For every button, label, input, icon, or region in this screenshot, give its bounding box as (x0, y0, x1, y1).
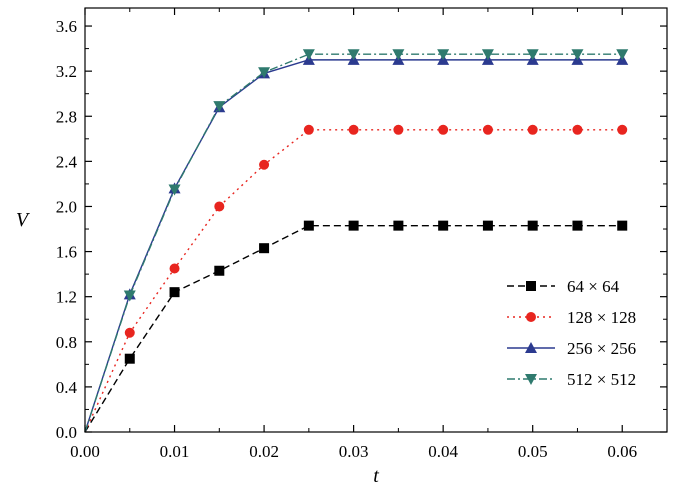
data-point (169, 287, 180, 298)
data-point (258, 67, 271, 79)
x-tick-label: 0.03 (339, 442, 369, 461)
legend: 64 × 64 128 × 128 256 × 256 512 × 512 (507, 277, 636, 389)
data-point (124, 353, 135, 364)
series-1 (84, 220, 628, 433)
y-tick-label: 3.2 (56, 62, 77, 81)
data-point (617, 124, 628, 135)
data-point (303, 220, 314, 231)
data-point (259, 243, 270, 254)
data-point (124, 327, 135, 338)
legend-label: 512 × 512 (567, 370, 636, 389)
data-point (526, 49, 539, 61)
x-tick-label: 0.02 (249, 442, 279, 461)
legend-marker (525, 342, 537, 353)
x-tick-label: 0.06 (607, 442, 637, 461)
data-point (214, 265, 225, 276)
series-line (84, 53, 623, 433)
x-tick-label: 0.04 (428, 442, 458, 461)
y-tick-label: 0.4 (56, 378, 78, 397)
data-point (169, 263, 180, 274)
series-layer (84, 49, 629, 433)
data-point (393, 220, 404, 231)
data-point (123, 290, 136, 302)
y-tick-label: 2.8 (56, 107, 77, 126)
data-point (438, 124, 449, 135)
x-tick-label: 0.05 (518, 442, 548, 461)
data-point (437, 49, 450, 61)
series-line (84, 129, 623, 433)
data-point (213, 101, 226, 113)
axes: 0.00 0.01 0.02 0.03 0.04 0.05 0.06 0.0 0.4 0.8 1.2… (56, 7, 668, 461)
legend-label: 256 × 256 (567, 339, 636, 358)
legend-label: 128 × 128 (567, 308, 636, 327)
data-point (302, 49, 315, 61)
y-tick-label: 2.0 (56, 197, 77, 216)
y-tick-label: 3.6 (56, 17, 77, 36)
legend-entry: 256 × 256 (507, 339, 636, 358)
data-point (347, 49, 360, 61)
data-point (571, 49, 584, 61)
y-tick-label: 1.2 (56, 288, 77, 307)
y-tick-label: 0.8 (56, 333, 77, 352)
y-tick-label: 0.0 (56, 423, 77, 442)
y-tick-label: 1.6 (56, 243, 77, 262)
series-4 (84, 49, 629, 433)
series-3 (84, 53, 629, 433)
data-point (438, 220, 449, 231)
legend-entry: 64 × 64 (507, 277, 620, 296)
x-tick-label: 0.01 (160, 442, 190, 461)
data-point (348, 220, 359, 231)
data-point (617, 220, 628, 231)
data-point (168, 184, 181, 196)
data-point (481, 49, 494, 61)
y-tick-label: 2.4 (56, 152, 78, 171)
x-tick-label: 0.00 (70, 442, 100, 461)
data-point (259, 159, 270, 170)
data-point (393, 124, 404, 135)
data-point (572, 124, 583, 135)
data-point (303, 124, 314, 135)
legend-marker (525, 374, 537, 385)
data-point (482, 124, 493, 135)
series-line (84, 59, 623, 433)
data-point (527, 124, 538, 135)
data-point (572, 220, 583, 231)
legend-entry: 128 × 128 (507, 308, 636, 327)
plot-frame (84, 7, 668, 433)
data-point (392, 49, 405, 61)
legend-marker (526, 312, 536, 322)
legend-label: 64 × 64 (567, 277, 620, 296)
data-point (214, 201, 225, 212)
series-2 (84, 124, 628, 433)
data-point (527, 220, 538, 231)
x-axis-title: t (373, 465, 379, 487)
legend-entry: 512 × 512 (507, 370, 636, 389)
legend-marker (526, 281, 536, 291)
y-axis-title: V (16, 209, 31, 231)
data-point (482, 220, 493, 231)
data-point (348, 124, 359, 135)
series-line (84, 224, 623, 433)
data-point (616, 49, 629, 61)
